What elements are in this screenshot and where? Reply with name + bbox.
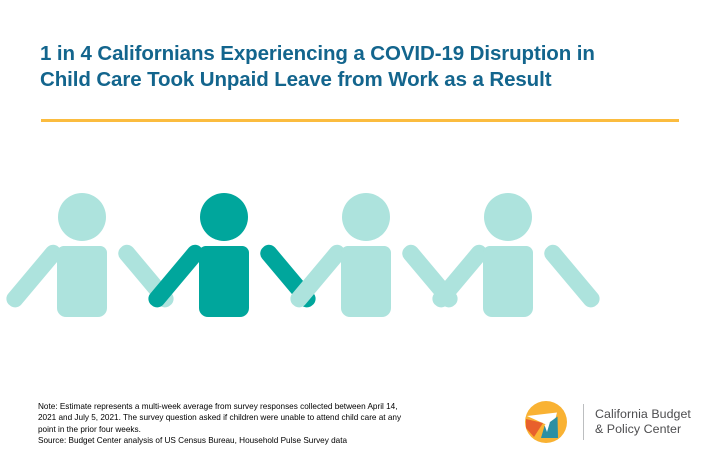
page-title: 1 in 4 Californians Experiencing a COVID… [40,41,680,93]
title-line-1: 1 in 4 Californians Experiencing a COVID… [40,42,595,65]
person-arm-left [287,241,350,311]
footnote-block: Note: Estimate represents a multi-week a… [38,401,498,446]
person-head [58,193,106,241]
organization-logo: California Budget & Policy Center [521,394,701,450]
note-line-3: point in the prior four weeks. [38,424,141,434]
logo-name-line-2: & Policy Center [595,422,682,436]
person-arm-left [3,241,66,311]
note-line-2: 2021 and July 5, 2021. The survey questi… [38,413,402,423]
note-line-1: Note: Estimate represents a multi-week a… [38,402,398,411]
person-arm-left [145,241,208,311]
pictogram-figure-3 [284,175,469,320]
title-divider-rule [41,119,679,122]
pictogram-figure-2-highlighted [142,175,327,320]
pictogram-figure-4 [426,175,611,320]
logo-divider [583,404,584,440]
logo-wordmark: California Budget & Policy Center [595,407,691,438]
person-arm-left [429,241,492,311]
person-shoulders [341,246,391,264]
person-shoulders [199,246,249,264]
person-head [200,193,248,241]
title-line-2: Child Care Took Unpaid Leave from Work a… [40,68,552,91]
person-shoulders [57,246,107,264]
person-arm-right [540,241,603,311]
person-shoulders [483,246,533,264]
source-line: Source: Budget Center analysis of US Cen… [38,435,348,445]
logo-name-line-1: California Budget [595,406,691,421]
person-head [484,193,532,241]
pictogram-figure-1 [0,175,185,320]
logo-mark-icon [521,397,571,447]
person-head [342,193,390,241]
pictogram-chart [0,175,720,320]
